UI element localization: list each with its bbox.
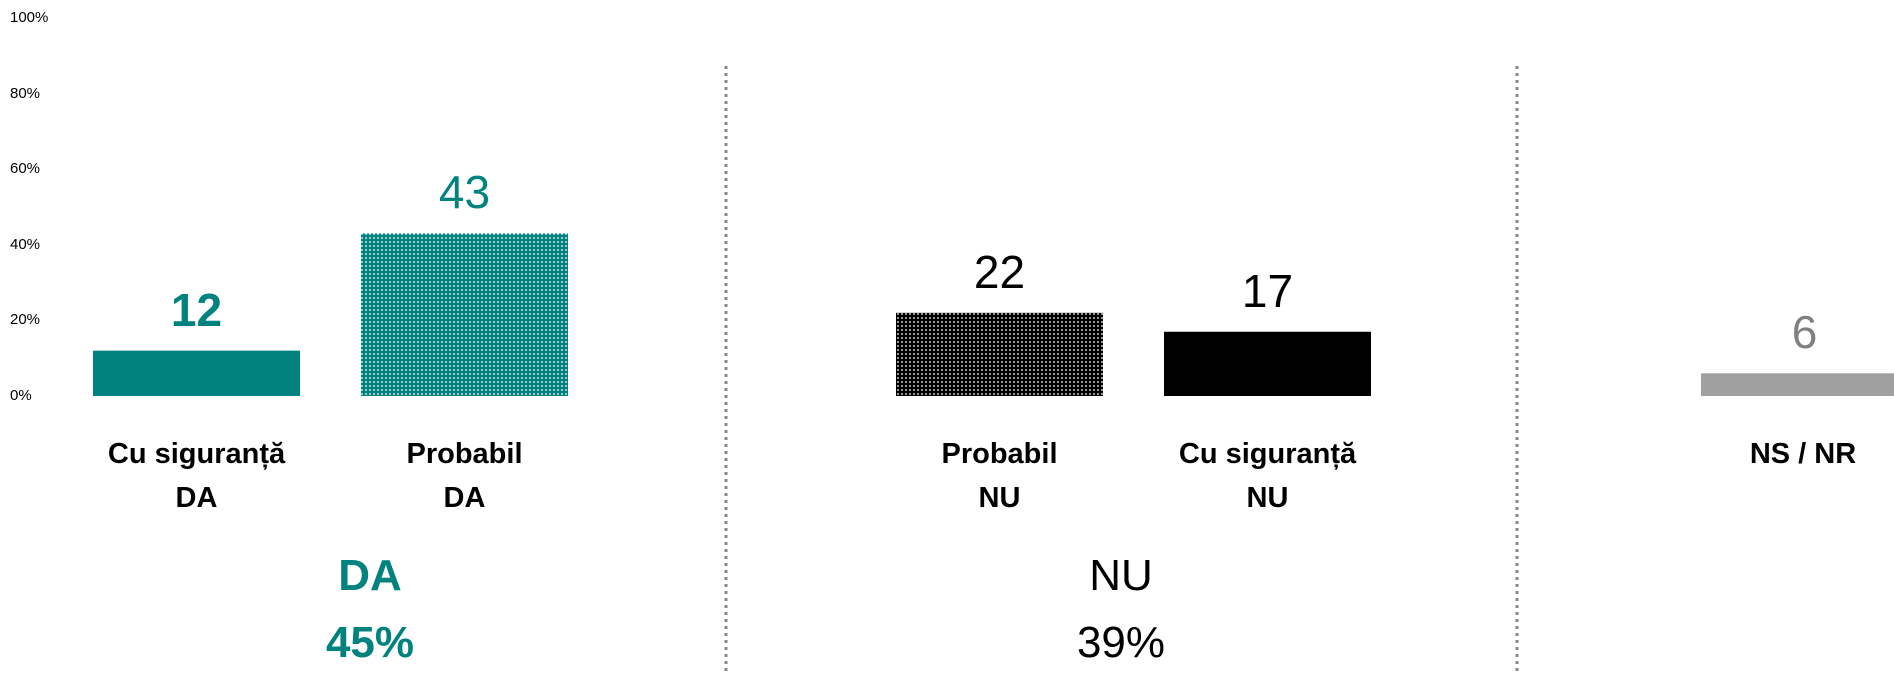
bar [93,350,300,396]
category-label: Cu siguranță DA [107,438,286,514]
group-label: DA [338,551,402,600]
bar [1164,331,1371,396]
bar [1701,373,1894,396]
y-tick-label: 20% [10,311,41,329]
value-label: 17 [1241,264,1294,317]
group-value: 39% [1076,618,1166,667]
value-label: 6 [1791,306,1818,359]
category-label: Cu siguranță NU [1178,438,1357,514]
value-label: 43 [438,166,491,219]
y-tick-label: 100% [10,9,49,26]
category-label: Probabil DA [406,438,523,514]
category-label: NS / NR [1749,438,1857,470]
value-label: 12 [170,283,223,336]
group-label: NU [1089,551,1153,600]
bar [896,312,1103,396]
group-value: 45% [325,618,415,667]
bar [361,233,568,396]
y-tick-label: 80% [10,84,41,102]
y-tick-label: 40% [10,235,41,253]
category-label: Probabil NU [941,438,1058,514]
value-label: 22 [973,245,1026,298]
y-tick-label: 0% [10,387,32,404]
y-tick-label: 60% [10,160,41,178]
